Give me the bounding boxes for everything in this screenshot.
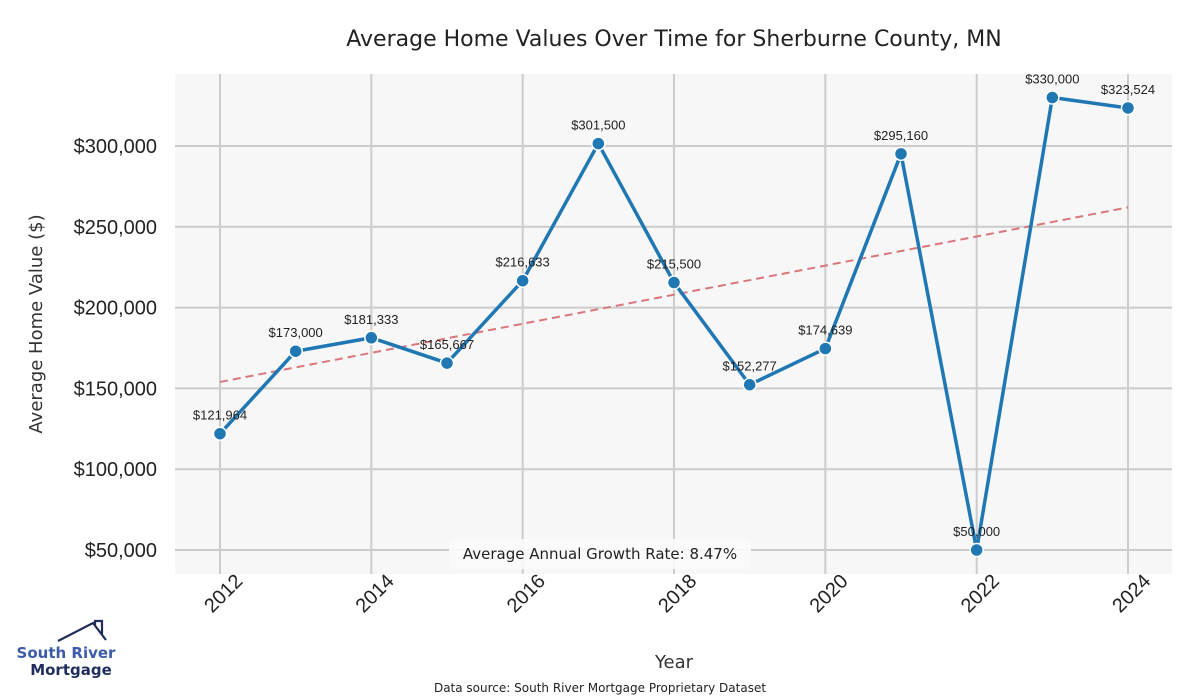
logo: South River Mortgage <box>17 619 117 679</box>
logo-line2: Mortgage <box>30 661 112 679</box>
y-tick-label: $100,000 <box>74 459 157 481</box>
data-point <box>742 377 757 392</box>
data-label: $152,277 <box>723 359 777 374</box>
data-source: Data source: South River Mortgage Propri… <box>434 681 766 695</box>
x-tick-label: 2012 <box>200 570 247 617</box>
growth-annotation-box <box>449 539 751 569</box>
data-point <box>288 343 303 359</box>
data-points <box>212 90 1136 558</box>
y-tick-label: $200,000 <box>74 298 157 320</box>
logo-line1: South River <box>17 644 117 662</box>
growth-annotation: Average Annual Growth Rate: 8.47% <box>449 539 751 569</box>
house-roof-icon <box>57 619 107 642</box>
data-point <box>818 341 833 356</box>
y-axis-ticks: $50,000 $100,000 $150,000 $200,000 $250,000 $… <box>74 136 157 562</box>
data-point <box>212 426 228 441</box>
data-label: $301,500 <box>571 118 625 133</box>
x-tick-label: 2018 <box>654 570 701 617</box>
x-tick-label: 2016 <box>503 570 550 617</box>
data-label: $174,639 <box>798 323 852 338</box>
x-tick-label: 2024 <box>1108 570 1155 617</box>
growth-annotation-text: Average Annual Growth Rate: 8.47% <box>463 545 737 563</box>
data-label: $181,333 <box>344 312 398 327</box>
data-point <box>591 136 606 151</box>
x-tick-label: 2020 <box>806 570 853 617</box>
data-point <box>893 146 909 162</box>
data-label: $330,000 <box>1025 72 1079 87</box>
data-label: $50,000 <box>953 524 1000 539</box>
chart-title: Average Home Values Over Time for Sherbu… <box>346 27 1001 52</box>
data-labels: $121,964 $173,000 $181,333 $165,667 $216,633… <box>193 72 1155 539</box>
y-tick-label: $250,000 <box>74 217 157 239</box>
data-point <box>364 330 379 346</box>
x-tick-label: 2022 <box>957 570 1004 617</box>
data-label: $323,524 <box>1101 82 1155 97</box>
trend-line <box>219 206 1129 383</box>
x-tick-label: 2014 <box>352 570 399 617</box>
grid-lines <box>175 74 1172 574</box>
data-label: $216,633 <box>496 255 550 270</box>
data-label: $121,964 <box>193 408 247 423</box>
y-tick-label: $50,000 <box>85 540 157 562</box>
data-label: $165,667 <box>420 337 474 352</box>
x-axis-label: Year <box>654 652 694 673</box>
data-point <box>1045 90 1060 105</box>
data-label: $173,000 <box>269 325 323 340</box>
data-label: $295,160 <box>874 128 928 143</box>
y-axis-label: Average Home Value ($) <box>26 214 47 433</box>
data-point <box>666 275 682 290</box>
data-point <box>439 355 455 371</box>
data-point <box>1120 100 1136 116</box>
x-axis-ticks: 2012 2014 2016 2018 2020 2022 2024 <box>200 570 1155 617</box>
data-point <box>515 273 530 288</box>
y-tick-label: $300,000 <box>74 136 157 158</box>
y-tick-label: $150,000 <box>74 378 157 400</box>
data-label: $215,500 <box>647 257 701 272</box>
data-point <box>969 542 984 558</box>
